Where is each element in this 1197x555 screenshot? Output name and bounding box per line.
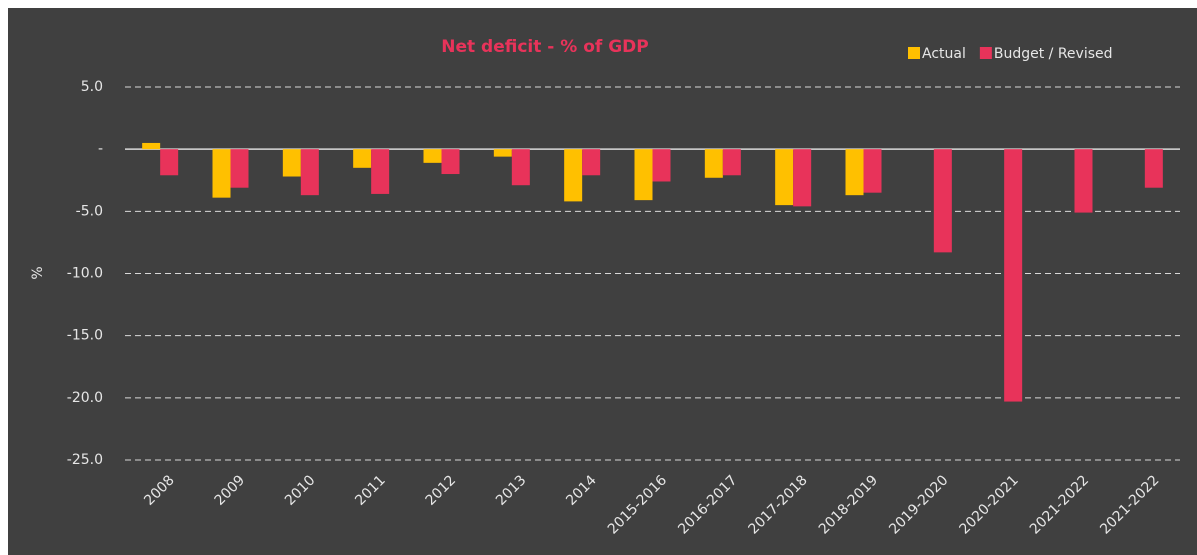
bar [511, 149, 530, 186]
y-tick-label: 5.0 [81, 79, 103, 95]
y-tick-label: -10.0 [67, 266, 103, 282]
bar [582, 149, 601, 176]
bar [142, 142, 161, 150]
bar [1144, 149, 1163, 188]
bar [212, 149, 231, 198]
chart-title: Net deficit - % of GDP [441, 37, 649, 57]
bar [793, 149, 812, 207]
legend-label: Budget / Revised [994, 46, 1113, 62]
bar [652, 149, 671, 182]
bar [423, 149, 442, 163]
legend-swatch [979, 47, 992, 59]
legend-label: Actual [922, 46, 966, 62]
y-tick-label: -20.0 [67, 390, 103, 406]
bar [933, 149, 952, 253]
bar [282, 149, 301, 177]
y-tick-label: - [98, 141, 103, 157]
y-tick-label: -25.0 [67, 452, 103, 468]
bar [704, 149, 723, 178]
bar [371, 149, 390, 194]
bar [863, 149, 882, 193]
bar [634, 149, 653, 201]
bar [493, 149, 512, 157]
bar [353, 149, 372, 168]
bar [441, 149, 460, 175]
bar [845, 149, 864, 196]
bar [160, 149, 179, 176]
bar [1004, 149, 1023, 402]
bar [775, 149, 794, 206]
bar [1074, 149, 1093, 213]
y-tick-label: -15.0 [67, 328, 103, 344]
bar [564, 149, 583, 202]
chart-background [8, 8, 1197, 555]
y-axis-label: % [30, 266, 46, 279]
legend-swatch [908, 47, 920, 59]
bar [230, 149, 249, 188]
y-tick-label: -5.0 [76, 203, 103, 219]
bar [722, 149, 741, 176]
bar [300, 149, 319, 196]
